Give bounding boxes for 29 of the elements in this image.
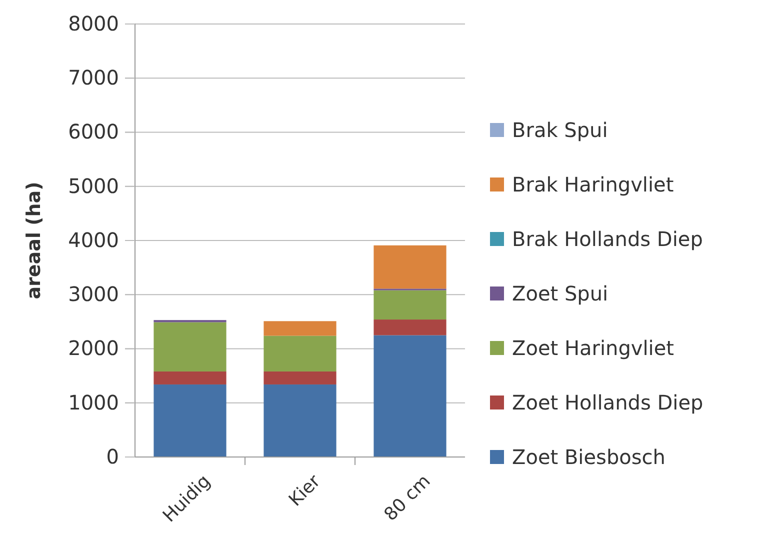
y-axis-title: areaal (ha) — [23, 182, 45, 300]
y-tick-label: 5000 — [68, 174, 119, 198]
bar — [374, 335, 446, 457]
y-tick-label: 3000 — [68, 282, 119, 306]
legend-label: Brak Haringvliet — [512, 172, 674, 196]
bar — [264, 321, 336, 336]
bar — [374, 320, 446, 336]
bar — [264, 371, 336, 384]
legend-label: Brak Hollands Diep — [512, 227, 703, 251]
bar — [374, 245, 446, 289]
y-tick-label: 6000 — [68, 120, 119, 144]
legend-label: Brak Spui — [512, 118, 608, 142]
y-tick-label: 4000 — [68, 228, 119, 252]
legend-label: Zoet Spui — [512, 282, 608, 306]
y-tick-label: 1000 — [68, 390, 119, 414]
x-tick-label: 80 cm — [380, 470, 435, 526]
y-tick-label: 0 — [106, 444, 119, 468]
legend-label: Zoet Hollands Diep — [512, 390, 704, 414]
bar — [374, 290, 446, 320]
bar — [154, 371, 226, 384]
bar — [264, 384, 336, 457]
bar — [154, 384, 226, 457]
legend-label: Zoet Biesbosch — [512, 445, 666, 469]
y-tick-label: 7000 — [68, 66, 119, 90]
y-tick-label: 2000 — [68, 336, 119, 360]
legend-label: Zoet Haringvliet — [512, 336, 674, 360]
bar — [154, 322, 226, 372]
bar — [264, 336, 336, 372]
y-tick-label: 8000 — [68, 11, 119, 36]
